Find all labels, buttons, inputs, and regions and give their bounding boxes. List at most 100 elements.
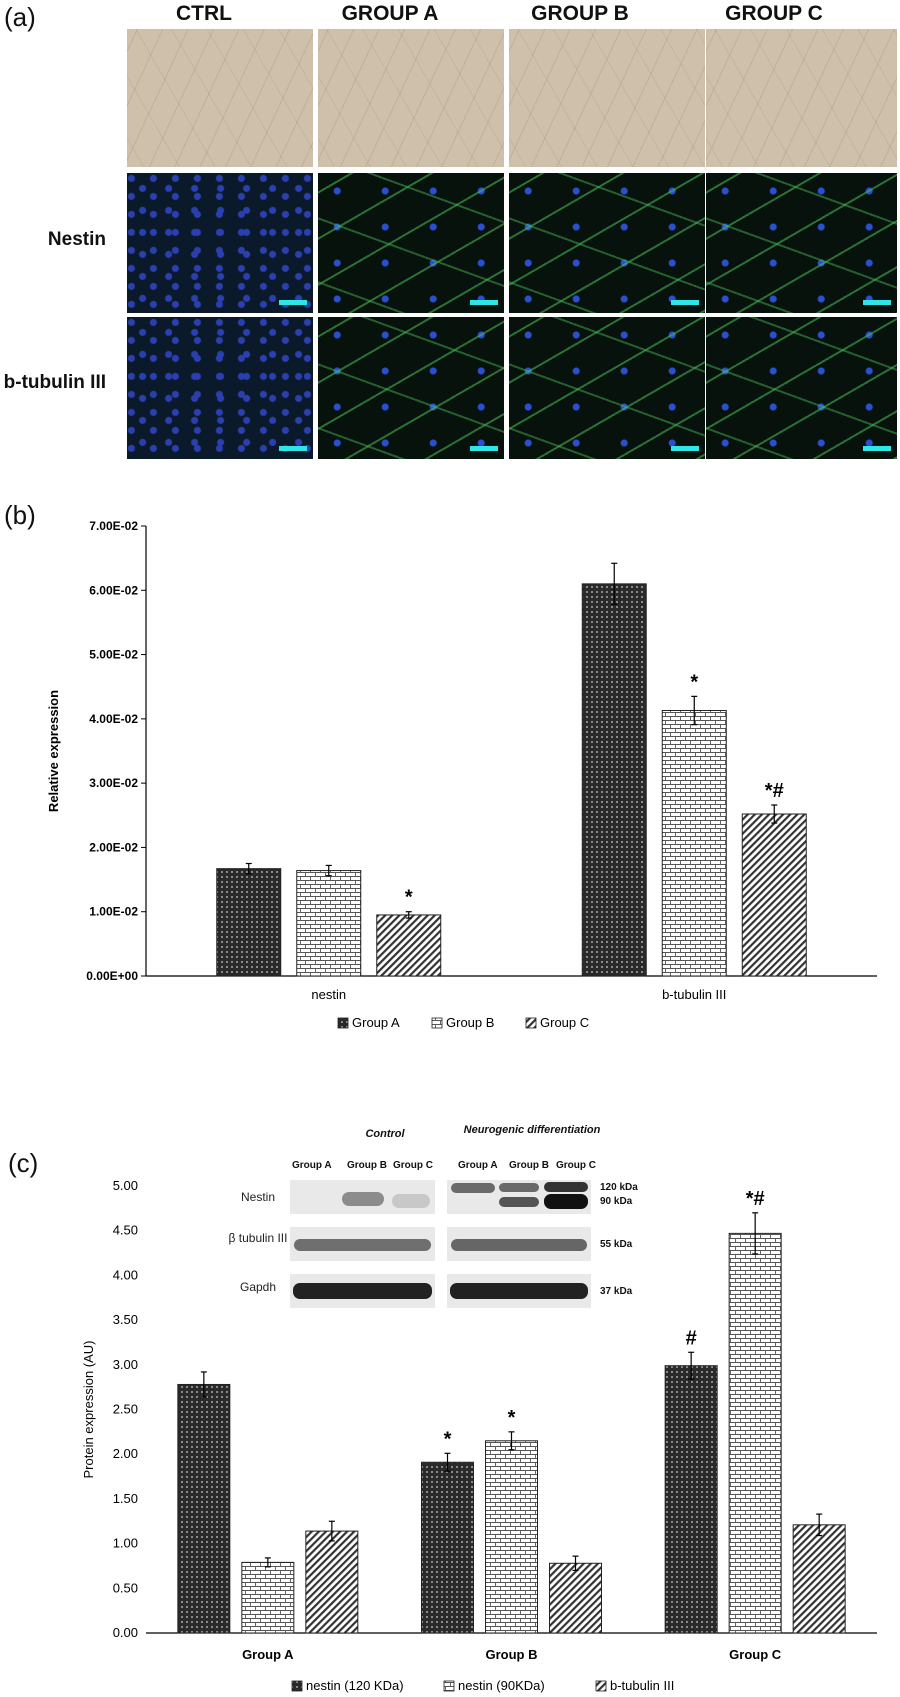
legend-label: b-tubulin III bbox=[610, 1678, 674, 1693]
lane-label: Group C bbox=[556, 1160, 596, 1171]
mw-label-90: 90 kDa bbox=[600, 1196, 633, 1207]
significance-marker: *# bbox=[746, 1188, 765, 1210]
blot-band bbox=[392, 1194, 430, 1208]
bar bbox=[741, 813, 807, 977]
blot-band bbox=[544, 1194, 588, 1209]
y-tick-label: 2.50 bbox=[113, 1402, 138, 1417]
legend-swatch bbox=[525, 1017, 537, 1029]
panel-b-label: (b) bbox=[4, 500, 36, 530]
protein-expression-chart: 0.00 0.50 1.00 1.50 2.00 2.50 3.00 3.50 4.00 4.50… bbox=[81, 1178, 877, 1693]
y-tick-label: 0.00 bbox=[113, 1625, 138, 1640]
legend-label: Group B bbox=[446, 1015, 494, 1030]
b-tubulin-image-group-a bbox=[318, 317, 504, 459]
bar bbox=[305, 1530, 359, 1634]
category-label: nestin bbox=[311, 987, 346, 1002]
significance-marker: * bbox=[405, 887, 413, 909]
nestin-image-ctrl bbox=[127, 173, 313, 313]
bar bbox=[664, 1365, 718, 1634]
protein-label-gapdh: Gapdh bbox=[239, 1280, 277, 1294]
mw-label-55: 55 kDa bbox=[600, 1239, 633, 1250]
blot-band bbox=[499, 1197, 539, 1207]
scale-bar bbox=[671, 446, 699, 451]
legend-swatch bbox=[337, 1017, 349, 1029]
y-tick-label: 3.00E-02 bbox=[89, 776, 138, 790]
bar bbox=[177, 1383, 231, 1634]
nestin-image-group-a bbox=[318, 173, 504, 313]
y-tick-label: 1.00 bbox=[113, 1536, 138, 1551]
bar bbox=[549, 1562, 602, 1634]
y-tick-label: 4.50 bbox=[113, 1223, 138, 1238]
nestin-image-group-b bbox=[509, 173, 705, 313]
blot-header-neurogenic: Neurogenic differentiation bbox=[463, 1124, 601, 1136]
significance-marker: * bbox=[508, 1407, 516, 1429]
y-tick-label: 1.00E-02 bbox=[89, 905, 138, 919]
blot-gapdh-control bbox=[290, 1274, 435, 1308]
y-tick-label: 7.00E-02 bbox=[89, 519, 138, 533]
category-label: Group C bbox=[729, 1647, 782, 1662]
blot-band bbox=[451, 1183, 495, 1193]
legend-swatch bbox=[443, 1680, 455, 1692]
legend-label: Group A bbox=[352, 1015, 400, 1030]
blot-nestin-neurogenic bbox=[447, 1180, 591, 1214]
bar bbox=[296, 870, 362, 977]
row-header-nestin: Nestin bbox=[47, 229, 106, 250]
bar bbox=[581, 583, 647, 977]
y-tick-label: 4.00E-02 bbox=[89, 712, 138, 726]
brightfield-image-ctrl bbox=[127, 29, 313, 167]
brightfield-image-group-b bbox=[509, 29, 705, 167]
scale-bar bbox=[470, 446, 498, 451]
scale-bar bbox=[470, 300, 498, 305]
category-label: b-tubulin III bbox=[662, 987, 726, 1002]
blot-gapdh-neurogenic bbox=[447, 1274, 591, 1308]
column-header-ctrl: CTRL bbox=[176, 2, 232, 25]
y-tick-label: 5.00E-02 bbox=[89, 648, 138, 662]
blot-band bbox=[499, 1183, 539, 1192]
western-blot-inset: Control Neurogenic differentiation Group… bbox=[229, 1124, 890, 1324]
panel-c-label: (c) bbox=[8, 1148, 39, 1178]
b-tubulin-image-group-b bbox=[509, 317, 705, 459]
column-header-group-b: GROUP B bbox=[531, 2, 629, 25]
b-tubulin-image-ctrl bbox=[127, 317, 313, 459]
bar bbox=[485, 1440, 538, 1634]
category-label: Group B bbox=[486, 1647, 538, 1662]
scale-bar bbox=[863, 446, 891, 451]
blot-header-control: Control bbox=[365, 1128, 405, 1140]
lane-label: Group B bbox=[347, 1160, 387, 1171]
legend-swatch bbox=[431, 1017, 443, 1029]
y-tick-label: 3.50 bbox=[113, 1312, 138, 1327]
y-tick-label: 4.00 bbox=[113, 1267, 138, 1282]
scale-bar bbox=[279, 446, 307, 451]
protein-label-nestin: Nestin bbox=[240, 1190, 275, 1204]
y-tick-label: 0.50 bbox=[113, 1580, 138, 1595]
blot-band bbox=[342, 1192, 384, 1206]
legend-label: nestin (90KDa) bbox=[458, 1678, 545, 1693]
y-tick-label: 3.00 bbox=[113, 1357, 138, 1372]
bar bbox=[421, 1461, 474, 1634]
lane-label: Group A bbox=[458, 1160, 498, 1171]
category-label: Group A bbox=[242, 1647, 294, 1662]
blot-band bbox=[294, 1239, 431, 1251]
bar bbox=[661, 710, 727, 977]
significance-marker: *# bbox=[765, 780, 784, 802]
bar bbox=[376, 914, 442, 977]
blot-band bbox=[450, 1283, 588, 1299]
significance-marker: # bbox=[686, 1327, 697, 1349]
column-header-group-c: GROUP C bbox=[725, 2, 823, 25]
bar bbox=[241, 1561, 295, 1634]
blot-band bbox=[451, 1239, 587, 1251]
y-tick-label: 2.00E-02 bbox=[89, 840, 138, 854]
bar bbox=[728, 1232, 782, 1634]
lane-label: Group C bbox=[393, 1160, 433, 1171]
y-axis-label: Relative expression bbox=[46, 690, 61, 812]
mw-label-120: 120 kDa bbox=[600, 1182, 638, 1193]
nestin-image-group-c bbox=[706, 173, 897, 313]
protein-label-b-tubulin: β tubulin III bbox=[228, 1231, 288, 1245]
significance-marker: * bbox=[444, 1428, 452, 1450]
blot-tubulin-neurogenic bbox=[447, 1227, 591, 1261]
row-header-b-tubulin-iii: b-tubulin III bbox=[3, 372, 106, 393]
blot-nestin-control bbox=[290, 1180, 435, 1214]
y-tick-label: 6.00E-02 bbox=[89, 583, 138, 597]
lane-label: Group A bbox=[292, 1160, 332, 1171]
scale-bar bbox=[671, 300, 699, 305]
relative-expression-chart: 0.00E+00 1.00E-02 2.00E-02 3.00E-02 4.00E-02… bbox=[46, 519, 877, 1030]
